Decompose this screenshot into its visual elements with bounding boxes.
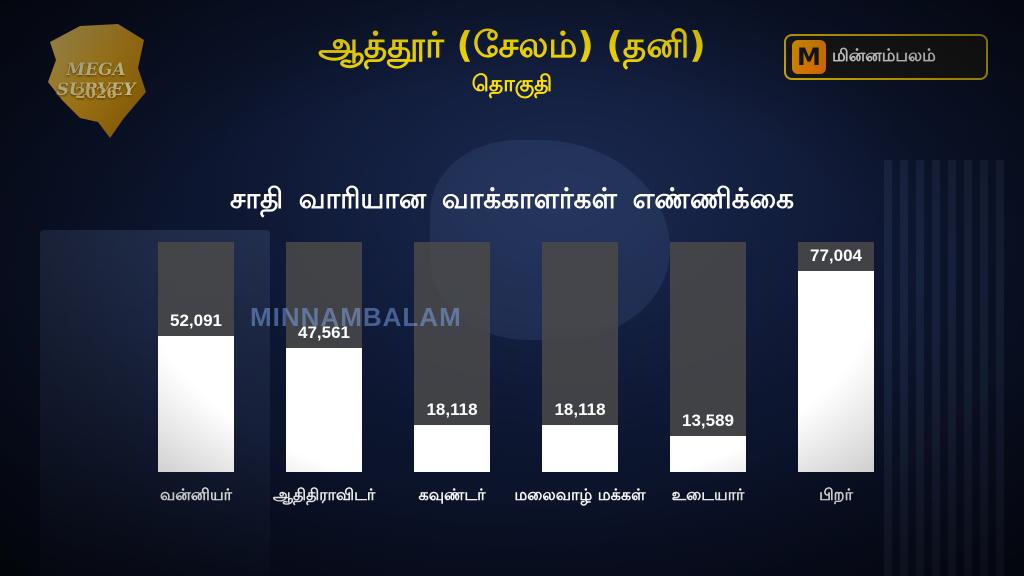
bar: [286, 348, 362, 472]
bar: [414, 425, 490, 472]
category-label: மலைவாழ் மக்கள்: [514, 485, 646, 505]
watermark: MINNAMBALAM: [250, 302, 462, 332]
bar: [542, 425, 618, 472]
bar: [798, 271, 874, 472]
category-label: வன்னியர்: [160, 485, 233, 504]
bar: [158, 336, 234, 472]
data-label: 52,091: [170, 311, 222, 330]
bar: [670, 436, 746, 472]
data-label: 18,118: [426, 400, 477, 419]
category-label: உடையார்: [672, 485, 745, 504]
category-label: பிறர்: [819, 485, 853, 504]
data-label: 13,589: [682, 411, 734, 430]
category-label: கவுண்டர்: [419, 485, 487, 504]
data-label: 77,004: [810, 246, 863, 265]
category-label: ஆதிதிராவிடர்: [273, 485, 376, 505]
data-label: 18,118: [554, 400, 605, 419]
